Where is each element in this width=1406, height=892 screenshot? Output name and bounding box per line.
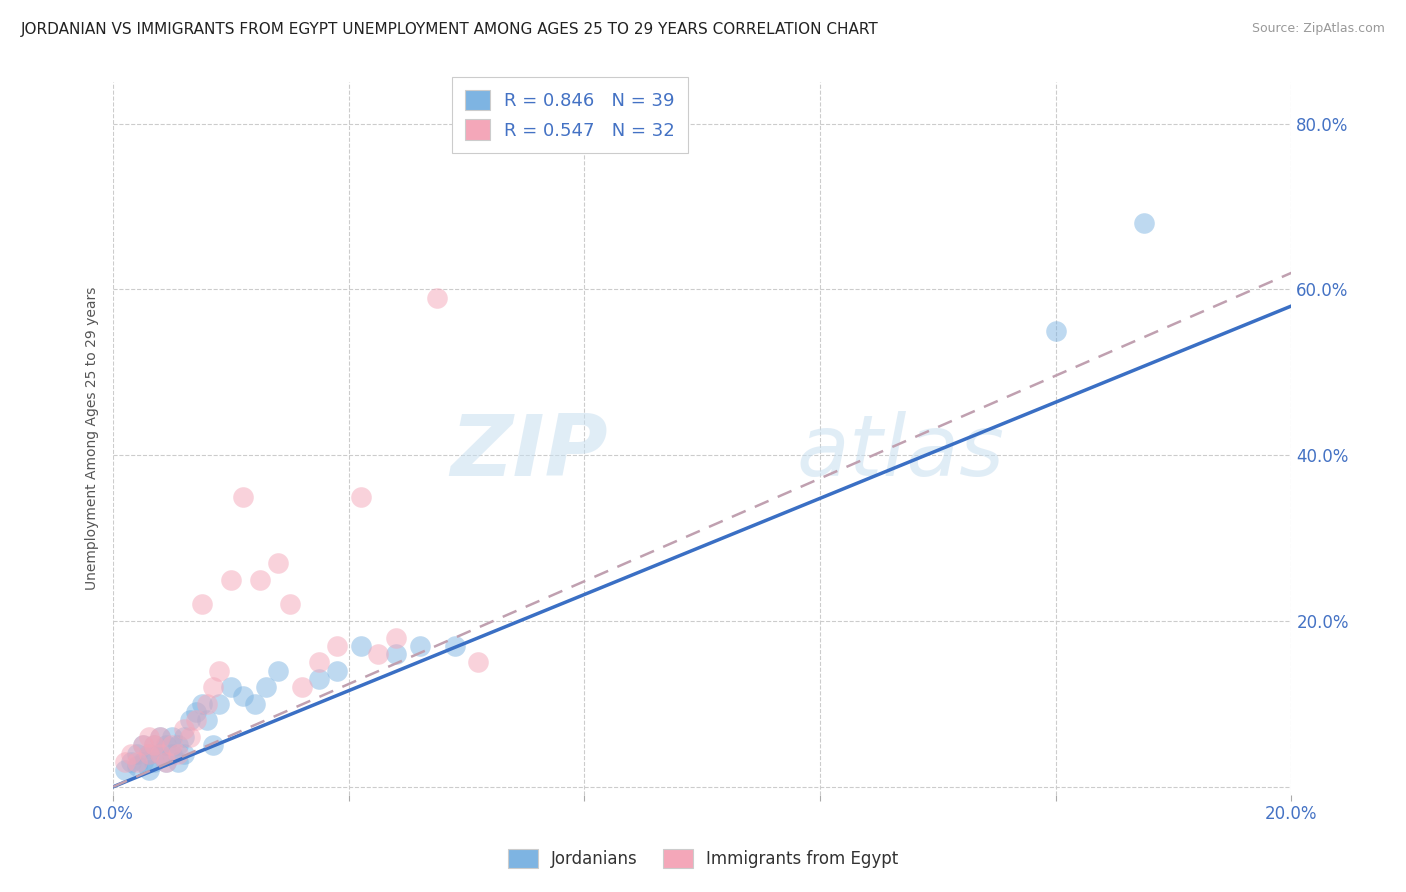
Point xyxy=(467,656,489,670)
Point xyxy=(308,656,330,670)
Point xyxy=(243,697,266,711)
Point xyxy=(131,739,153,753)
Point xyxy=(202,739,225,753)
Point xyxy=(267,556,290,570)
Point xyxy=(249,573,271,587)
Point xyxy=(385,647,408,661)
Point xyxy=(114,763,136,777)
Point xyxy=(160,747,183,761)
Point xyxy=(149,730,172,744)
Point xyxy=(143,755,166,769)
Point xyxy=(167,747,190,761)
Point xyxy=(173,747,195,761)
Point xyxy=(138,730,160,744)
Point xyxy=(367,647,389,661)
Point xyxy=(179,730,201,744)
Point xyxy=(179,714,201,728)
Point xyxy=(120,755,142,769)
Point xyxy=(197,697,219,711)
Point xyxy=(125,755,148,769)
Point xyxy=(131,755,153,769)
Point xyxy=(143,739,166,753)
Point xyxy=(1133,216,1156,230)
Point xyxy=(131,739,153,753)
Text: ZIP: ZIP xyxy=(450,411,607,494)
Point xyxy=(155,755,177,769)
Point xyxy=(208,664,231,678)
Point xyxy=(426,291,449,305)
Point xyxy=(308,672,330,686)
Point xyxy=(173,730,195,744)
Point xyxy=(114,755,136,769)
Point xyxy=(160,730,183,744)
Point xyxy=(385,631,408,645)
Point xyxy=(173,722,195,736)
Point xyxy=(143,739,166,753)
Point xyxy=(197,714,219,728)
Point xyxy=(190,598,212,612)
Text: atlas: atlas xyxy=(797,411,1004,494)
Point xyxy=(155,739,177,753)
Point xyxy=(190,697,212,711)
Point xyxy=(160,739,183,753)
Point xyxy=(138,763,160,777)
Point xyxy=(125,747,148,761)
Point xyxy=(184,705,207,719)
Point xyxy=(278,598,301,612)
Point xyxy=(232,689,254,703)
Point xyxy=(232,490,254,504)
Point xyxy=(155,755,177,769)
Point xyxy=(167,755,190,769)
Point xyxy=(291,681,314,695)
Point xyxy=(408,639,430,653)
Legend: R = 0.846   N = 39, R = 0.547   N = 32: R = 0.846 N = 39, R = 0.547 N = 32 xyxy=(453,77,688,153)
Point xyxy=(138,747,160,761)
Point xyxy=(184,714,207,728)
Y-axis label: Unemployment Among Ages 25 to 29 years: Unemployment Among Ages 25 to 29 years xyxy=(86,287,100,591)
Point xyxy=(149,730,172,744)
Point xyxy=(138,747,160,761)
Point xyxy=(149,747,172,761)
Point xyxy=(326,639,349,653)
Legend: Jordanians, Immigrants from Egypt: Jordanians, Immigrants from Egypt xyxy=(501,842,905,875)
Point xyxy=(149,747,172,761)
Point xyxy=(326,664,349,678)
Point xyxy=(167,739,190,753)
Text: JORDANIAN VS IMMIGRANTS FROM EGYPT UNEMPLOYMENT AMONG AGES 25 TO 29 YEARS CORREL: JORDANIAN VS IMMIGRANTS FROM EGYPT UNEMP… xyxy=(21,22,879,37)
Point xyxy=(444,639,467,653)
Point xyxy=(125,759,148,773)
Point xyxy=(208,697,231,711)
Point xyxy=(349,490,371,504)
Point xyxy=(254,681,277,695)
Point xyxy=(219,573,242,587)
Point xyxy=(120,747,142,761)
Point xyxy=(349,639,371,653)
Point xyxy=(202,681,225,695)
Point xyxy=(1045,324,1067,338)
Text: Source: ZipAtlas.com: Source: ZipAtlas.com xyxy=(1251,22,1385,36)
Point xyxy=(267,664,290,678)
Point xyxy=(219,681,242,695)
